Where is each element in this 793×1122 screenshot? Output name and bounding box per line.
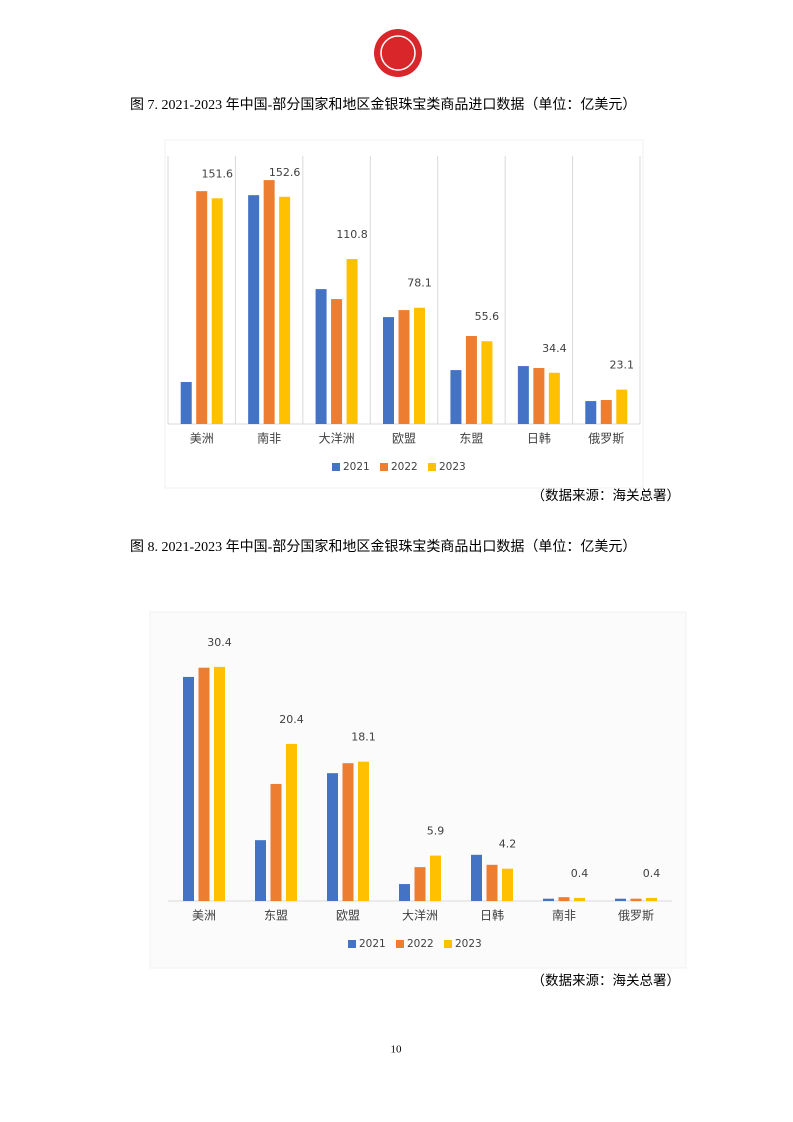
bar — [615, 898, 626, 901]
data-label: 0.4 — [643, 867, 661, 880]
bar — [616, 389, 628, 424]
figure-caption: 图 7. 2021-2023 年中国-部分国家和地区金银珠宝类商品进口数据（单位… — [130, 96, 636, 113]
legend-label: 2021 — [343, 461, 370, 473]
bar — [399, 884, 410, 901]
bar — [211, 198, 223, 424]
legend-swatch — [380, 463, 388, 471]
bar — [465, 336, 477, 424]
bar — [517, 366, 529, 424]
bar — [331, 299, 343, 424]
legend-label: 2021 — [359, 938, 386, 950]
data-label: 0.4 — [571, 867, 589, 880]
x-tick-label: 大洋洲 — [319, 431, 355, 446]
legend-label: 2022 — [391, 461, 418, 473]
bar — [502, 868, 513, 901]
bar — [358, 761, 369, 901]
bar — [558, 897, 570, 901]
data-label: 110.8 — [336, 228, 368, 241]
legend-swatch — [332, 463, 340, 471]
bar — [585, 401, 597, 424]
legend-label: 2023 — [455, 938, 482, 950]
logo — [374, 29, 422, 77]
data-label: 151.6 — [201, 167, 233, 180]
bar — [263, 180, 275, 424]
x-tick-label: 俄罗斯 — [588, 432, 624, 446]
bar — [248, 195, 260, 424]
bar — [255, 840, 266, 901]
bar — [286, 743, 297, 901]
source-note: （数据来源：海关总署） — [532, 488, 681, 503]
bar — [198, 667, 210, 901]
bar — [430, 855, 441, 901]
legend-swatch — [396, 940, 404, 948]
bar — [630, 898, 642, 901]
data-label: 55.6 — [475, 310, 500, 323]
bar — [180, 382, 192, 424]
x-tick-label: 俄罗斯 — [618, 909, 654, 923]
bar — [600, 400, 612, 424]
source-note: （数据来源：海关总署） — [532, 973, 681, 988]
x-tick-label: 美洲 — [190, 432, 214, 446]
bar — [450, 370, 462, 424]
bar — [471, 854, 482, 901]
bar — [574, 897, 585, 901]
bar — [383, 317, 394, 424]
bar — [414, 867, 426, 901]
bar — [543, 898, 554, 901]
bar — [398, 310, 410, 424]
page-number: 10 — [391, 1044, 403, 1056]
x-tick-label: 东盟 — [264, 909, 288, 923]
bar — [486, 864, 498, 901]
data-label: 5.9 — [427, 825, 445, 838]
legend-label: 2023 — [439, 461, 466, 473]
bar — [183, 676, 194, 901]
bar — [533, 368, 545, 424]
data-label: 20.4 — [279, 713, 304, 726]
x-tick-label: 大洋洲 — [402, 908, 438, 923]
chart-area — [149, 611, 687, 969]
x-tick-label: 东盟 — [459, 432, 483, 446]
bar — [414, 307, 425, 424]
bar — [196, 191, 208, 424]
bar — [342, 763, 354, 901]
figure-caption: 图 8. 2021-2023 年中国-部分国家和地区金银珠宝类商品出口数据（单位… — [130, 538, 636, 555]
legend-swatch — [444, 940, 452, 948]
bar — [214, 666, 225, 901]
data-label: 4.2 — [499, 838, 517, 851]
data-label: 18.1 — [351, 731, 376, 744]
bar — [270, 783, 282, 901]
data-label: 30.4 — [207, 636, 232, 649]
data-label: 23.1 — [610, 359, 635, 372]
x-tick-label: 南非 — [257, 431, 281, 446]
bar — [646, 897, 657, 901]
bar — [315, 289, 327, 424]
x-tick-label: 日韩 — [480, 908, 504, 923]
x-tick-label: 欧盟 — [392, 432, 416, 446]
x-tick-label: 南非 — [552, 908, 576, 923]
data-label: 34.4 — [542, 342, 567, 355]
logo-ring — [380, 35, 416, 71]
bar — [327, 773, 338, 901]
legend-swatch — [428, 463, 436, 471]
data-label: 152.6 — [269, 166, 301, 179]
x-tick-label: 美洲 — [192, 909, 216, 923]
x-tick-label: 欧盟 — [336, 909, 360, 923]
bar — [279, 196, 291, 424]
bar — [481, 341, 493, 424]
legend-label: 2022 — [407, 938, 434, 950]
x-tick-label: 日韩 — [527, 431, 551, 446]
bar — [346, 259, 358, 424]
legend-swatch — [348, 940, 356, 948]
bar — [548, 372, 560, 424]
data-label: 78.1 — [407, 277, 432, 290]
